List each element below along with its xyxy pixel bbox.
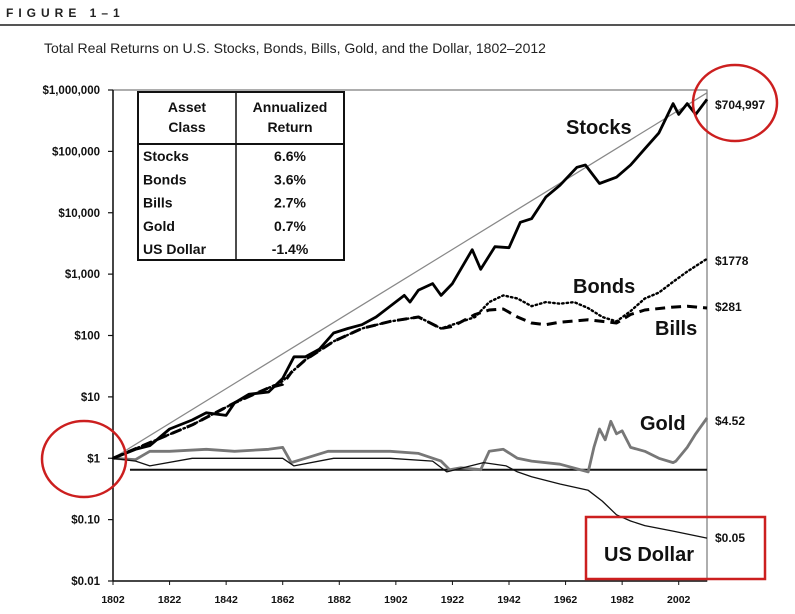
end-label-bonds: $1778 (715, 254, 749, 268)
label-stocks: Stocks (566, 117, 632, 139)
end-label-stocks: $704,997 (715, 98, 765, 112)
x-tick-label: 1982 (610, 594, 634, 606)
y-tick-label: $100 (74, 331, 100, 343)
x-tick-label: 1902 (384, 594, 408, 606)
highlight-box-us-dollar (584, 515, 767, 581)
highlight-circle-start-value (40, 419, 128, 499)
x-tick-label: 1922 (441, 594, 465, 606)
label-bonds: Bonds (573, 276, 635, 298)
table-cell-asset: Stocks (143, 148, 189, 164)
y-tick-label: $10,000 (58, 208, 100, 220)
y-tick-label: $100,000 (52, 146, 100, 158)
x-tick-label: 1862 (271, 594, 295, 606)
returns-table: Asset Class Annualized Return Stocks 6.6%… (137, 91, 345, 261)
figure-label: FIGURE 1–1 (6, 6, 125, 20)
series-line-bills (112, 304, 708, 460)
y-tick-label: $0.10 (71, 515, 100, 527)
table-cell-return: 0.7% (274, 218, 306, 234)
x-tick-label: 1942 (497, 594, 521, 606)
end-label-us-dollar: $0.05 (715, 531, 745, 545)
table-cell-return: 2.7% (274, 195, 306, 211)
stocks-trend-line (112, 92, 708, 459)
highlight-circle-stocks-end (691, 63, 779, 143)
figure-rule (0, 24, 795, 26)
label-us-dollar: US Dollar (604, 544, 694, 566)
end-label-gold: $4.52 (715, 414, 745, 428)
table-cell-asset: US Dollar (143, 241, 207, 257)
table-cell-return: -1.4% (272, 241, 309, 257)
table-header-asset-line2: Class (168, 119, 206, 135)
end-label-bills: $281 (715, 300, 742, 314)
table-header-return-line1: Annualized (253, 99, 328, 115)
label-gold: Gold (640, 413, 686, 435)
series-line-gold (112, 417, 709, 474)
label-bills: Bills (655, 318, 697, 340)
series-line-bonds (111, 257, 709, 460)
x-tick-label: 1882 (328, 594, 352, 606)
table-cell-asset: Bills (143, 195, 173, 211)
y-tick-label: $0.01 (71, 576, 100, 588)
x-tick-label: 1802 (101, 594, 125, 606)
table-cell-return: 6.6% (274, 148, 306, 164)
x-tick-label: 1842 (214, 594, 238, 606)
figure-title: Total Real Returns on U.S. Stocks, Bonds… (44, 40, 546, 56)
series-line-stocks (112, 98, 709, 460)
table-header-return-line2: Return (267, 119, 312, 135)
y-tick-label: $1,000 (65, 269, 100, 281)
y-tick-label: $1 (87, 453, 100, 465)
table-header-asset-line1: Asset (168, 99, 206, 115)
table-cell-asset: Bonds (143, 171, 187, 187)
x-tick-label: 1962 (554, 594, 578, 606)
table-border (137, 91, 345, 261)
x-tick-label: 1822 (158, 594, 182, 606)
table-cell-asset: Gold (143, 218, 175, 234)
y-tick-label: $1,000,000 (42, 85, 100, 97)
x-tick-label: 2002 (667, 594, 691, 606)
y-tick-label: $10 (81, 392, 100, 404)
table-cell-return: 3.6% (274, 171, 306, 187)
